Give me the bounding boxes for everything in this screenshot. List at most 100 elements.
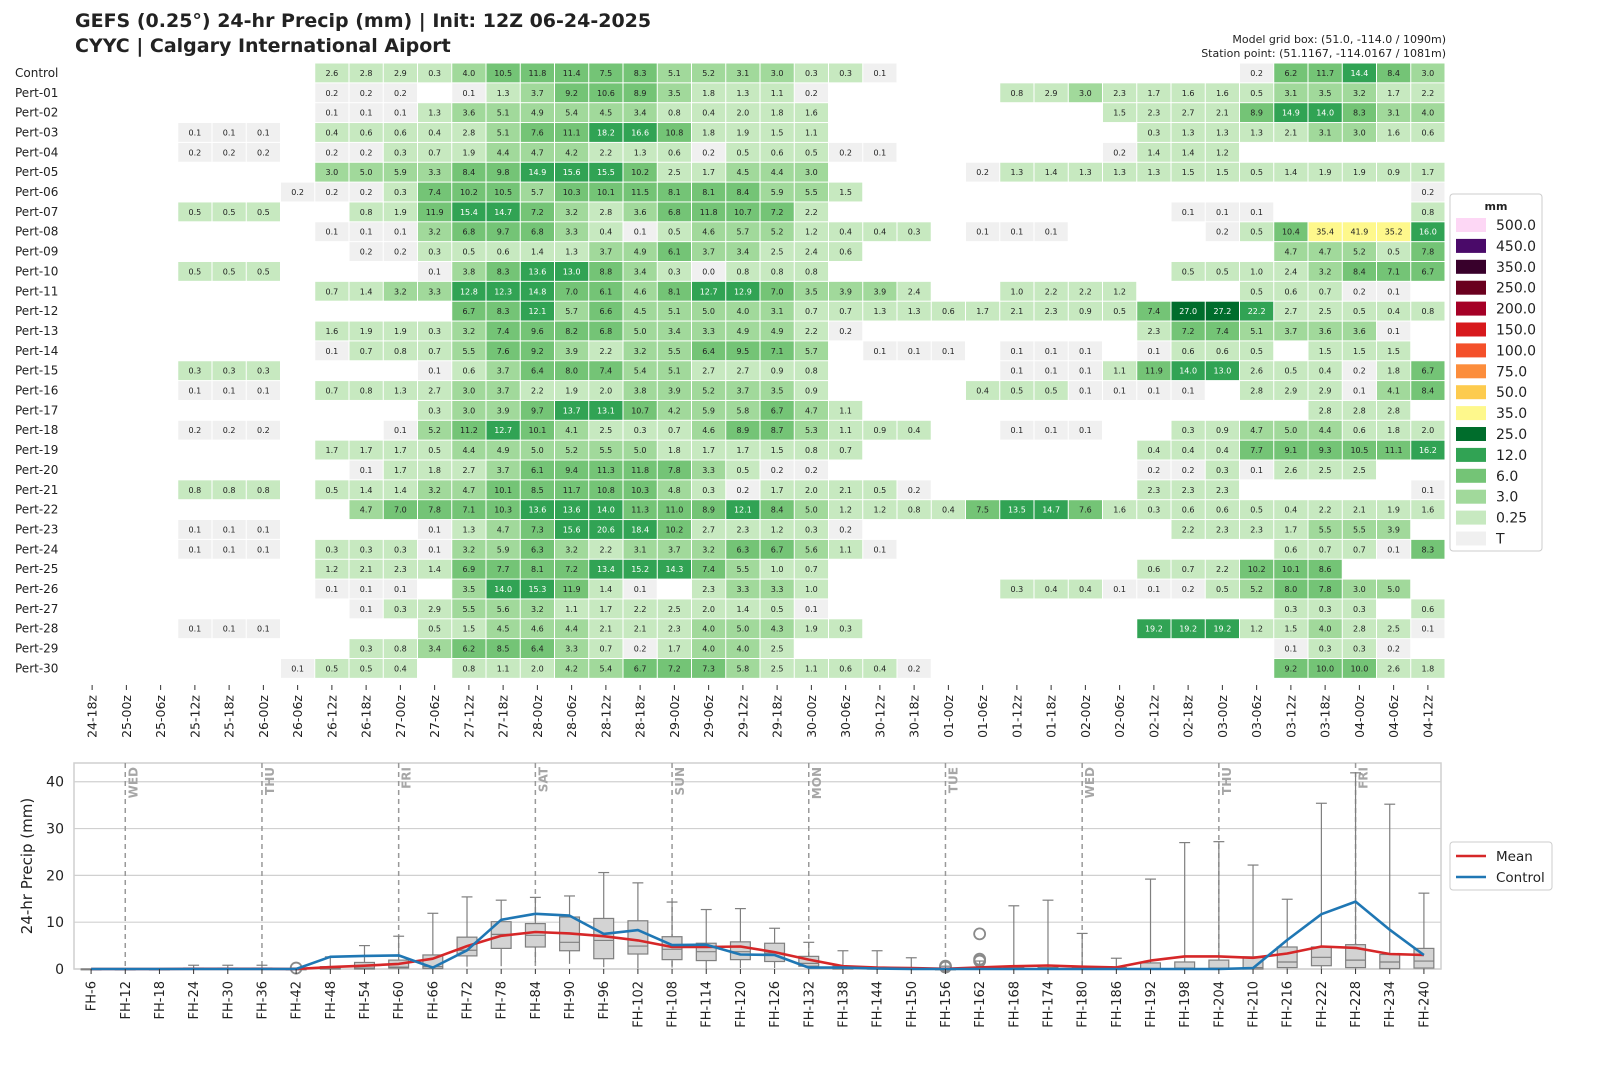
day-marker-label: THU (263, 767, 277, 795)
heatmap-cell (589, 182, 623, 202)
heatmap-cell (1103, 281, 1137, 301)
y-tick-label: 20 (46, 868, 64, 884)
heatmap-cell (349, 321, 383, 341)
heatmap-cell-value: 1.1 (839, 406, 852, 415)
heatmap-cell (760, 301, 794, 321)
heatmap-cell-value: 0.1 (360, 585, 373, 594)
heatmap-col-label: 28-00z (530, 695, 545, 738)
heatmap-cell-value: 1.9 (394, 208, 407, 217)
heatmap-cell-value: 8.1 (668, 188, 681, 197)
heatmap-cell (760, 420, 794, 440)
heatmap-cell (794, 103, 828, 123)
heatmap-cell-value: 0.0 (702, 267, 715, 276)
heatmap-cell-value: 3.6 (634, 208, 647, 217)
heatmap-cell-value: 0.1 (189, 625, 202, 634)
heatmap-cell-value: 1.7 (1148, 89, 1161, 98)
heatmap-cell-value: 0.8 (1011, 89, 1024, 98)
heatmap-cell (589, 202, 623, 222)
heatmap-cell-value: 5.2 (1250, 585, 1263, 594)
heatmap-col-label: 26-06z (290, 695, 305, 738)
heatmap-cell (794, 619, 828, 639)
heatmap-cell (657, 182, 691, 202)
heatmap-cell (1411, 301, 1445, 321)
heatmap-cell (623, 142, 657, 162)
heatmap-cell-value: 0.7 (428, 148, 441, 157)
heatmap-col-label: 29-12z (735, 695, 750, 738)
heatmap-cell (486, 579, 520, 599)
heatmap-cell-value: 1.6 (1387, 128, 1400, 137)
heatmap-cell-value: 0.7 (428, 347, 441, 356)
heatmap-cell (418, 420, 452, 440)
heatmap-cell (452, 400, 486, 420)
heatmap-cell-value: 0.4 (600, 228, 613, 237)
heatmap-cell-value: 0.8 (223, 486, 236, 495)
heatmap-cell (1308, 460, 1342, 480)
heatmap-cell (794, 63, 828, 83)
heatmap-cell-value: 11.7 (563, 486, 581, 495)
heatmap-cell (1000, 381, 1034, 400)
heatmap-cell (1274, 639, 1308, 658)
x-tick-label: FH-114 (700, 981, 715, 1028)
heatmap-cell (486, 619, 520, 639)
heatmap-cell (1274, 520, 1308, 539)
heatmap-cell (623, 579, 657, 599)
heatmap-cell-value: 1.2 (326, 565, 339, 574)
heatmap-cell (863, 222, 897, 242)
heatmap-cell (486, 301, 520, 321)
heatmap-cell (246, 480, 280, 500)
heatmap-cell (1411, 659, 1445, 678)
heatmap-cell (246, 361, 280, 381)
heatmap-cell (1274, 123, 1308, 142)
heatmap-cell (1342, 420, 1376, 440)
heatmap-cell (726, 301, 760, 321)
heatmap-cell-value: 1.1 (497, 664, 510, 673)
heatmap-cell (1171, 202, 1205, 222)
heatmap-cell-value: 11.9 (426, 208, 444, 217)
heatmap-cell-value: 7.3 (531, 525, 544, 534)
heatmap-cell (760, 480, 794, 500)
heatmap-cell (1034, 341, 1068, 361)
heatmap-cell (555, 361, 589, 381)
heatmap-cell-value: 3.5 (668, 89, 681, 98)
x-tick-label: FH-84 (529, 981, 544, 1020)
heatmap-cell (1377, 321, 1411, 341)
heatmap-cell-value: 1.9 (565, 387, 578, 396)
heatmap-cell (1274, 659, 1308, 678)
heatmap-cell (1274, 381, 1308, 400)
heatmap-cell-value: 1.3 (634, 148, 647, 157)
heatmap-cell (589, 321, 623, 341)
heatmap-cell (555, 341, 589, 361)
heatmap-cell-value: 2.2 (600, 347, 613, 356)
heatmap-cell (1411, 63, 1445, 83)
heatmap-cell (1171, 520, 1205, 539)
heatmap-cell (520, 579, 554, 599)
heatmap-cell (1240, 262, 1274, 281)
heatmap-cell-value: 3.7 (531, 89, 544, 98)
heatmap-cell-value: 2.9 (1285, 387, 1298, 396)
heatmap-cell-value: 4.1 (565, 426, 578, 435)
heatmap-cell (1171, 361, 1205, 381)
heatmap-cell-value: 4.0 (702, 625, 715, 634)
heatmap-cell (486, 341, 520, 361)
heatmap-cell (315, 321, 349, 341)
heatmap-cell-value: 15.6 (563, 168, 581, 177)
x-tick-label: FH-234 (1383, 981, 1398, 1028)
heatmap-cell-value: 2.2 (1422, 89, 1435, 98)
heatmap-cell (555, 639, 589, 658)
heatmap-cell (657, 63, 691, 83)
heatmap-cell (418, 142, 452, 162)
heatmap-cell-value: 4.8 (668, 486, 681, 495)
heatmap-cell-value: 8.3 (497, 267, 510, 276)
heatmap-cell (1171, 500, 1205, 520)
heatmap-col-label: 04-00z (1352, 695, 1367, 738)
heatmap-cell-value: 1.7 (668, 645, 681, 654)
heatmap-cell-value: 0.1 (1011, 228, 1024, 237)
heatmap-cell-value: 6.7 (463, 307, 476, 316)
heatmap-cell-value: 11.7 (1316, 69, 1334, 78)
heatmap-cell (760, 242, 794, 261)
heatmap-cell (1274, 301, 1308, 321)
heatmap-cell (1308, 659, 1342, 678)
heatmap-cell (1308, 539, 1342, 559)
heatmap-cell-value: 19.2 (1179, 625, 1197, 634)
heatmap-cell (726, 480, 760, 500)
